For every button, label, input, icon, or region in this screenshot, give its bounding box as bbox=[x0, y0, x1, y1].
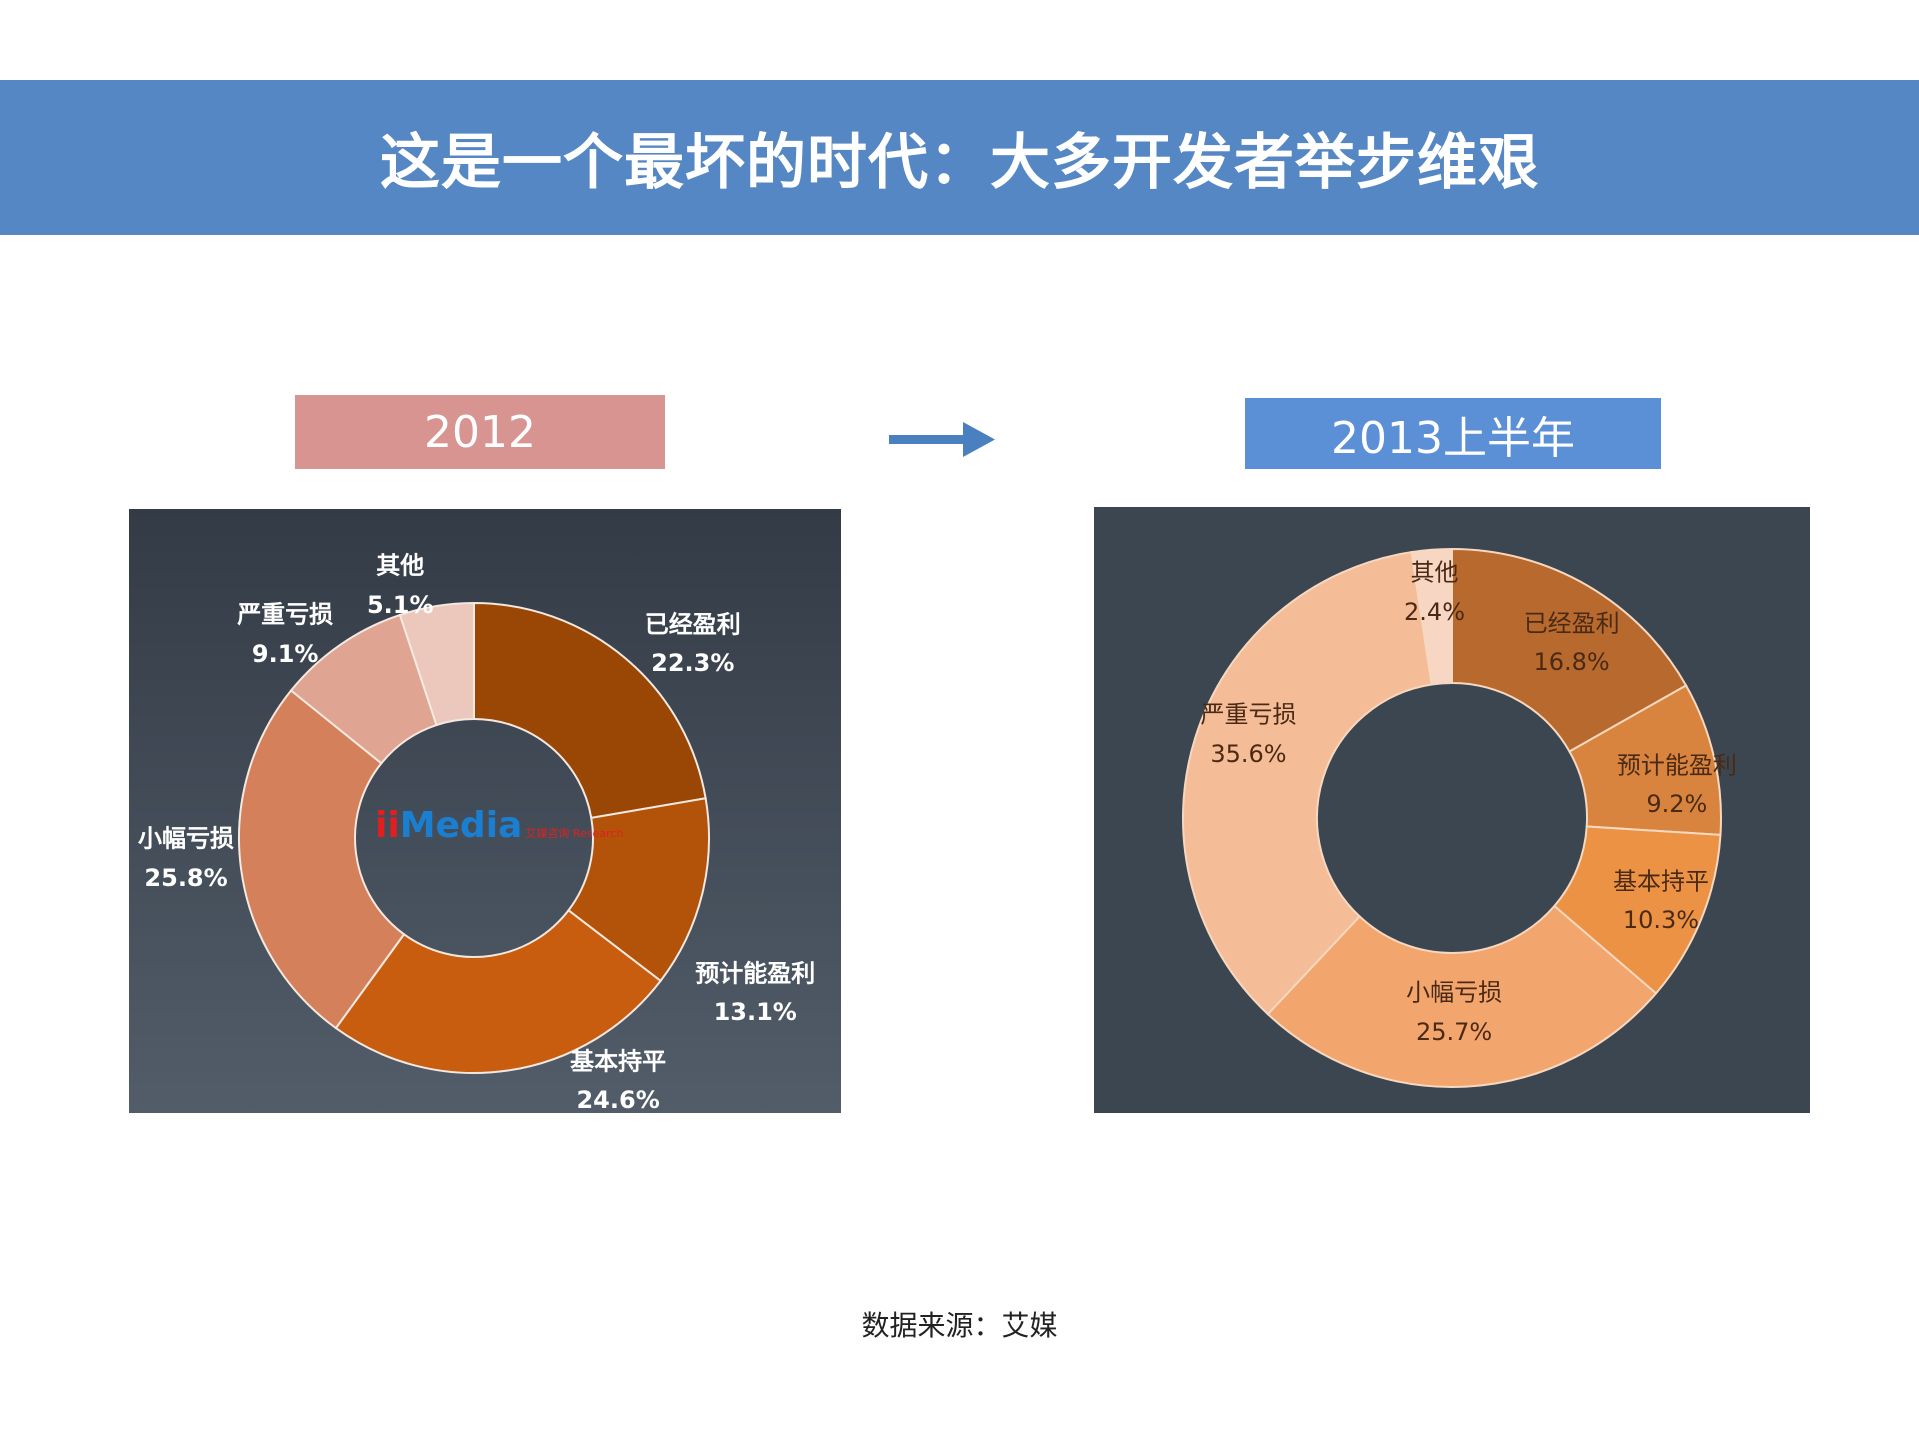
donut-slice-2012-1 bbox=[567, 797, 710, 983]
slice-value-label: 2.4% bbox=[1404, 598, 1466, 626]
slice-value-label: 5.1% bbox=[366, 590, 434, 619]
slice-value-label: 9.1% bbox=[251, 639, 319, 668]
slice-category-label: 其他 bbox=[1410, 558, 1459, 587]
donut-slice-2013-4 bbox=[1182, 550, 1433, 1016]
slice-value-label: 25.8% bbox=[144, 863, 228, 892]
right-arrow-icon bbox=[889, 422, 995, 457]
slice-category-label: 基本持平 bbox=[570, 1047, 667, 1076]
donut-slice-2013-5 bbox=[1410, 547, 1453, 686]
slice-value-label: 16.8% bbox=[1533, 648, 1610, 677]
slice-category-label: 基本持平 bbox=[1612, 867, 1709, 896]
chart-title-2013: 2013上半年 bbox=[1245, 398, 1661, 469]
slice-category-label: 小幅亏损 bbox=[1406, 978, 1503, 1007]
slice-value-label: 13.1% bbox=[713, 998, 797, 1027]
imedia-logo: iiMedia 艾媒咨询 Research bbox=[375, 805, 624, 846]
slice-value-label: 10.3% bbox=[1622, 906, 1700, 935]
slice-value-label: 25.7% bbox=[1415, 1017, 1493, 1046]
slice-category-label: 已经盈利 bbox=[644, 610, 741, 639]
slice-value-label: 22.3% bbox=[651, 649, 735, 678]
donut-slice-2012-3 bbox=[238, 689, 406, 1030]
donut-slice-2013-0 bbox=[1451, 547, 1688, 753]
slice-category-label: 预计能盈利 bbox=[695, 959, 816, 988]
slice-category-label: 其他 bbox=[376, 551, 425, 580]
slice-category-label: 小幅亏损 bbox=[138, 824, 235, 853]
slice-value-label: 24.6% bbox=[576, 1086, 660, 1115]
title-bar: 这是一个最坏的时代：大多开发者举步维艰 bbox=[0, 80, 1919, 235]
slice-category-label: 已经盈利 bbox=[1523, 609, 1620, 638]
donut-slice-2012-2 bbox=[334, 908, 662, 1074]
slice-category-label: 预计能盈利 bbox=[1616, 751, 1737, 780]
donut-slice-2013-3 bbox=[1266, 904, 1658, 1088]
slice-category-label: 严重亏损 bbox=[1200, 700, 1297, 729]
slice-value-label: 9.2% bbox=[1646, 790, 1708, 819]
slice-value-label: 35.6% bbox=[1210, 739, 1287, 768]
page-title: 这是一个最坏的时代：大多开发者举步维艰 bbox=[380, 128, 1539, 198]
chart-title-2012: 2012 bbox=[295, 395, 665, 469]
donut-slice-2012-0 bbox=[473, 601, 707, 820]
donut-slice-2012-5 bbox=[398, 601, 475, 727]
data-source: 数据来源：艾媒 bbox=[861, 1309, 1058, 1342]
slice-category-label: 严重亏损 bbox=[237, 600, 334, 629]
